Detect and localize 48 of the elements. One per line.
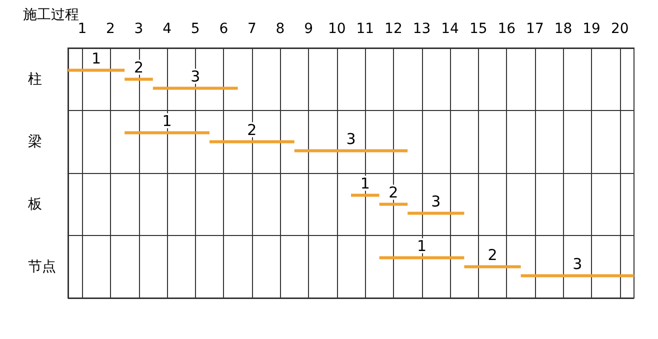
x-tick-label: 5 [190, 21, 200, 37]
x-tick-label: 7 [247, 21, 256, 37]
x-tick-label: 17 [526, 21, 544, 37]
text: 3 [572, 254, 582, 273]
x-tick-label: 15 [469, 21, 488, 37]
bar [520, 274, 634, 278]
x-tick-label: 19 [582, 21, 600, 37]
text: 1 [360, 174, 370, 192]
y-tick-label: 柱 [28, 71, 42, 88]
y-tick-label: 节点 [28, 258, 56, 275]
bar [408, 212, 464, 215]
x-tick-label: 14 [441, 21, 460, 37]
text: 3 [346, 130, 356, 148]
bar [124, 78, 153, 81]
x-tick-label: 10 [328, 21, 346, 37]
bar [124, 131, 210, 134]
x-tick-label: 6 [219, 21, 228, 37]
bar [294, 149, 408, 152]
bar [210, 140, 294, 144]
x-tick-label: 13 [412, 21, 431, 37]
y-tick-label: 板 [27, 196, 42, 212]
text: 1 [162, 112, 172, 130]
series-label: 1 [92, 49, 102, 68]
text: 3 [431, 192, 441, 210]
bar [464, 265, 521, 268]
text: 2 [488, 246, 498, 264]
x-tick-label: 18 [554, 21, 572, 37]
bar [152, 86, 238, 90]
x-tick-label: 12 [384, 21, 402, 37]
x-tick-label: 2 [106, 21, 115, 37]
bar [68, 68, 125, 72]
x-tick-label: 8 [276, 21, 285, 37]
text: 1 [416, 236, 427, 255]
bar [379, 256, 464, 260]
x-tick-label: 20 [610, 21, 629, 37]
x-tick-label: 11 [356, 21, 374, 37]
x-tick-label: 9 [304, 21, 314, 37]
text: 2 [388, 183, 398, 202]
x-tick-label: 16 [498, 21, 516, 37]
text: 2 [247, 120, 257, 139]
x-tick-label: 3 [134, 21, 144, 37]
x-tick-label: 1 [78, 21, 87, 37]
bar [379, 202, 408, 206]
y-tick-label: 梁 [28, 134, 42, 150]
series-label: 3 [190, 67, 200, 86]
series-label: 2 [134, 58, 144, 76]
bar [351, 194, 380, 197]
x-tick-label: 4 [162, 21, 172, 37]
